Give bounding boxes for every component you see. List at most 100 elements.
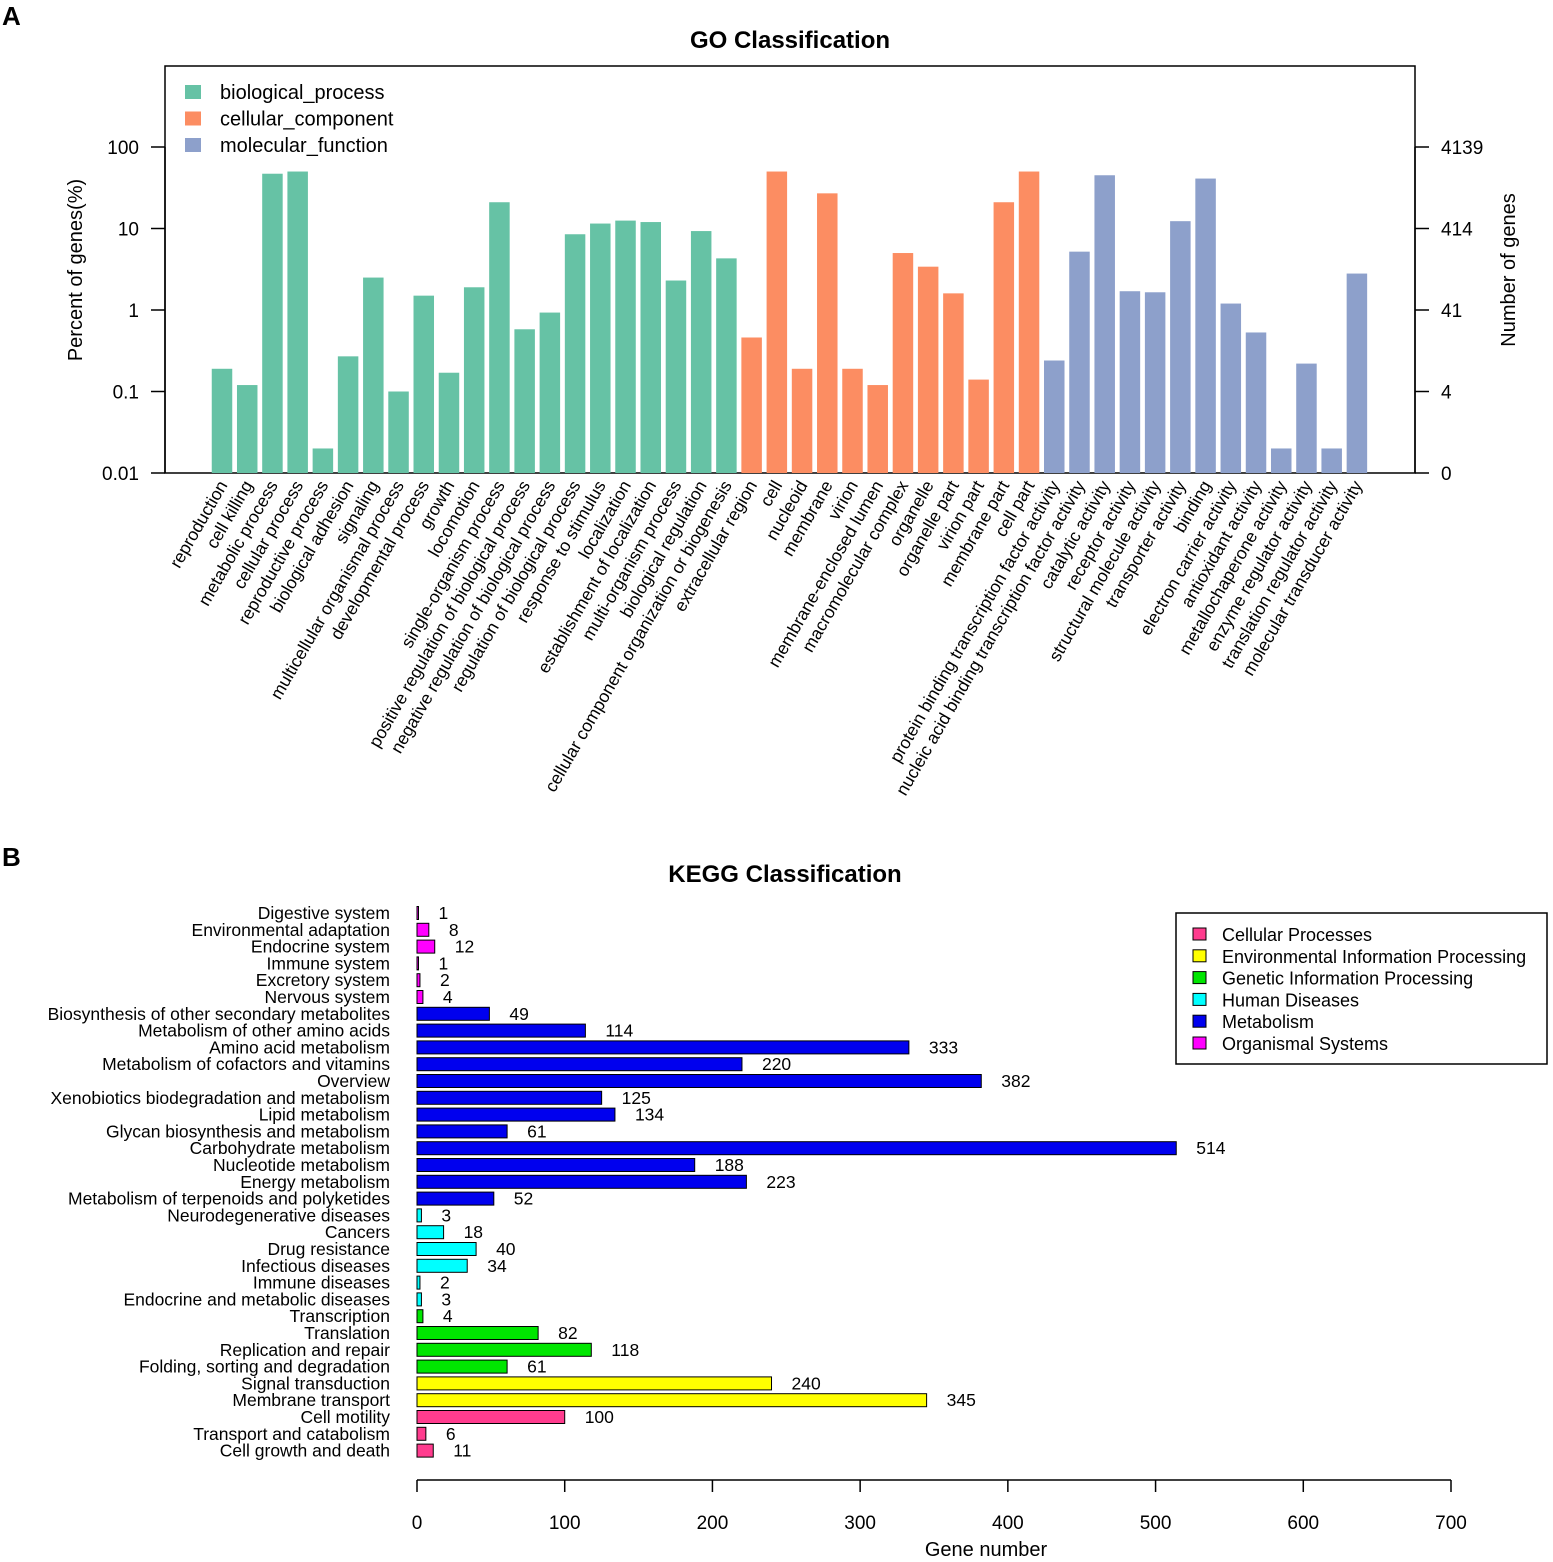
- go-bar: [489, 202, 510, 474]
- kegg-value-label: 3: [441, 1205, 451, 1225]
- kegg-value-label: 188: [715, 1155, 744, 1175]
- go-legend-label: biological_process: [220, 82, 385, 104]
- kegg-legend-label: Genetic Information Processing: [1222, 969, 1473, 989]
- kegg-x-tick-label: 700: [1435, 1513, 1467, 1534]
- kegg-category-label: Signal transduction: [241, 1373, 390, 1393]
- go-bar: [665, 280, 687, 473]
- kegg-bar: [416, 1158, 696, 1172]
- kegg-x-tick-label: 400: [992, 1513, 1024, 1534]
- kegg-value-label: 12: [455, 937, 474, 957]
- kegg-category-label: Energy metabolism: [240, 1172, 390, 1192]
- kegg-value-label: 345: [947, 1390, 976, 1410]
- go-bar: [388, 391, 409, 473]
- go-bar: [791, 368, 813, 473]
- kegg-x-tick-label: 500: [1140, 1513, 1172, 1534]
- kegg-category-label: Immune system: [267, 953, 391, 973]
- kegg-legend-swatch: [1192, 927, 1207, 941]
- kegg-category-label: Endocrine and metabolic diseases: [123, 1289, 390, 1309]
- go-bar: [514, 329, 535, 473]
- go-right-tick-label: 4: [1441, 383, 1452, 404]
- kegg-value-label: 61: [527, 1357, 546, 1377]
- kegg-category-label: Excretory system: [256, 970, 390, 990]
- go-bar: [262, 173, 283, 473]
- kegg-bar: [416, 1342, 592, 1357]
- go-bar: [1296, 363, 1317, 473]
- go-bar: [993, 202, 1015, 474]
- kegg-x-tick-label: 0: [412, 1513, 423, 1534]
- kegg-category-label: Infectious diseases: [241, 1256, 390, 1276]
- kegg-category-label: Metabolism of other amino acids: [138, 1021, 390, 1041]
- kegg-category-label: Drug resistance: [267, 1239, 390, 1259]
- kegg-category-label: Transport and catabolism: [193, 1424, 390, 1444]
- go-bar: [1170, 221, 1191, 473]
- kegg-chart-title: KEGG Classification: [668, 861, 901, 888]
- go-bar: [1346, 273, 1368, 473]
- kegg-bar: [416, 1225, 445, 1240]
- kegg-bar: [416, 973, 421, 988]
- go-chart-title: GO Classification: [690, 27, 890, 54]
- go-right-tick-label: 41: [1441, 301, 1462, 322]
- go-right-tick-label: 4139: [1441, 138, 1483, 159]
- kegg-bar: [416, 1141, 1177, 1156]
- go-bar: [1044, 360, 1065, 473]
- kegg-value-label: 61: [527, 1121, 546, 1141]
- go-bars-group: [211, 171, 1368, 474]
- kegg-bar: [416, 1074, 982, 1088]
- go-bar: [1195, 178, 1216, 473]
- kegg-bar: [416, 1309, 424, 1324]
- kegg-x-tick-label: 200: [697, 1513, 729, 1534]
- go-bar: [741, 337, 762, 473]
- kegg-category-label: Cancers: [325, 1222, 390, 1242]
- go-left-tick-label: 0.1: [113, 383, 139, 404]
- go-bar: [615, 220, 636, 473]
- go-bar: [867, 385, 888, 473]
- kegg-category-label: Immune diseases: [253, 1273, 390, 1293]
- kegg-bar: [416, 922, 430, 937]
- kegg-value-label: 2: [440, 1273, 450, 1293]
- go-legend: biological_process cellular_componentmole…: [185, 82, 394, 157]
- go-bar: [1069, 251, 1090, 473]
- kegg-value-label: 333: [929, 1037, 958, 1057]
- kegg-bar: [416, 1174, 747, 1189]
- go-bar: [413, 295, 435, 473]
- panel-label-b: B: [2, 842, 21, 872]
- kegg-value-label: 11: [453, 1441, 471, 1461]
- kegg-value-label: 34: [487, 1256, 507, 1276]
- go-bar: [716, 258, 737, 473]
- go-legend-swatch: [185, 111, 201, 126]
- go-legend-label: molecular_function: [220, 135, 388, 157]
- kegg-bar: [416, 1275, 421, 1290]
- go-bar: [1018, 171, 1040, 473]
- kegg-bar: [416, 1191, 495, 1206]
- kegg-value-label: 382: [1001, 1071, 1030, 1091]
- kegg-legend-swatch: [1192, 992, 1207, 1006]
- kegg-value-label: 4: [443, 1306, 453, 1326]
- kegg-value-label: 1: [439, 953, 449, 973]
- kegg-category-label: Carbohydrate metabolism: [190, 1138, 390, 1158]
- kegg-x-tick-label: 100: [549, 1513, 581, 1534]
- kegg-category-label: Xenobiotics biodegradation and metabolis…: [50, 1088, 390, 1108]
- kegg-category-label: Environmental adaptation: [192, 920, 390, 940]
- go-bar: [287, 171, 308, 473]
- kegg-category-label: Nervous system: [265, 987, 390, 1007]
- go-bar: [337, 356, 359, 473]
- kegg-bar: [416, 1090, 603, 1105]
- kegg-category-label: Glycan biosynthesis and metabolism: [106, 1121, 390, 1141]
- go-bar: [943, 293, 964, 473]
- kegg-legend-swatch: [1192, 1036, 1207, 1050]
- kegg-value-label: 514: [1196, 1138, 1225, 1158]
- kegg-value-label: 223: [766, 1172, 795, 1192]
- kegg-value-label: 52: [514, 1189, 533, 1209]
- kegg-x-tick-label: 300: [844, 1513, 876, 1534]
- go-legend-label: cellular_component: [220, 109, 394, 131]
- go-bar: [968, 379, 989, 473]
- kegg-bar: [416, 939, 436, 954]
- go-bar: [640, 222, 661, 473]
- kegg-value-label: 4: [443, 987, 453, 1007]
- kegg-category-label: Neurodegenerative diseases: [167, 1205, 390, 1225]
- kegg-bar: [416, 1443, 434, 1458]
- kegg-legend-label: Human Diseases: [1222, 990, 1359, 1010]
- go-bar: [1220, 303, 1242, 473]
- go-bar: [363, 277, 384, 473]
- kegg-bar: [416, 956, 419, 971]
